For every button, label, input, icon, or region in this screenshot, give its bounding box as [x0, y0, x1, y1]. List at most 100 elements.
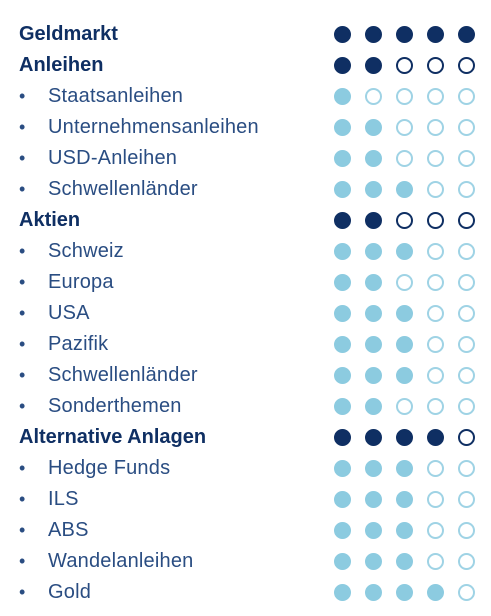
rating-dots	[334, 522, 475, 539]
item-row-pazifik: • Pazifik	[0, 329, 491, 360]
filled-circle-icon	[334, 26, 351, 43]
filled-circle-icon	[365, 212, 382, 229]
item-label: Schwellenländer	[48, 178, 198, 200]
rating-dots	[334, 181, 475, 198]
empty-circle-icon	[427, 336, 444, 353]
category-label: Aktien	[19, 209, 81, 231]
rating-dots	[334, 553, 475, 570]
bullet-icon: •	[19, 582, 26, 602]
filled-circle-icon	[365, 522, 382, 539]
empty-circle-icon	[427, 491, 444, 508]
item-label: USD-Anleihen	[48, 147, 178, 169]
item-row-schwellenlaender: • Schwellenländer	[0, 360, 491, 391]
filled-circle-icon	[396, 584, 413, 601]
rating-dots	[334, 429, 475, 446]
empty-circle-icon	[427, 243, 444, 260]
filled-circle-icon	[396, 429, 413, 446]
filled-circle-icon	[396, 181, 413, 198]
empty-circle-icon	[427, 150, 444, 167]
empty-circle-icon	[396, 150, 413, 167]
filled-circle-icon	[396, 305, 413, 322]
empty-circle-icon	[427, 57, 444, 74]
empty-circle-icon	[427, 460, 444, 477]
item-label: Staatsanleihen	[48, 85, 184, 107]
filled-circle-icon	[365, 181, 382, 198]
bullet-icon: •	[19, 117, 26, 137]
empty-circle-icon	[427, 119, 444, 136]
filled-circle-icon	[427, 429, 444, 446]
item-row-hedge-funds: • Hedge Funds	[0, 453, 491, 484]
filled-circle-icon	[365, 119, 382, 136]
bullet-icon: •	[19, 551, 26, 571]
item-label: Europa	[48, 271, 114, 293]
empty-circle-icon	[458, 522, 475, 539]
rating-dots	[334, 460, 475, 477]
item-label: ABS	[48, 519, 89, 541]
empty-circle-icon	[458, 305, 475, 322]
rating-dots	[334, 119, 475, 136]
filled-circle-icon	[396, 553, 413, 570]
item-row-usa: • USA	[0, 298, 491, 329]
rating-dots	[334, 367, 475, 384]
bullet-icon: •	[19, 489, 26, 509]
filled-circle-icon	[365, 553, 382, 570]
category-label: Alternative Anlagen	[19, 426, 207, 448]
rating-dots	[334, 212, 475, 229]
item-row-gold: • Gold	[0, 577, 491, 608]
filled-circle-icon	[365, 274, 382, 291]
filled-circle-icon	[365, 26, 382, 43]
filled-circle-icon	[365, 491, 382, 508]
item-label: Unternehmensanleihen	[48, 116, 259, 138]
empty-circle-icon	[396, 88, 413, 105]
item-label: Hedge Funds	[48, 457, 171, 479]
empty-circle-icon	[458, 181, 475, 198]
category-label: Geldmarkt	[19, 23, 118, 45]
empty-circle-icon	[458, 367, 475, 384]
filled-circle-icon	[396, 336, 413, 353]
filled-circle-icon	[365, 367, 382, 384]
item-label: Wandelanleihen	[48, 550, 194, 572]
filled-circle-icon	[365, 584, 382, 601]
empty-circle-icon	[396, 57, 413, 74]
filled-circle-icon	[365, 460, 382, 477]
filled-circle-icon	[334, 150, 351, 167]
filled-circle-icon	[365, 150, 382, 167]
empty-circle-icon	[427, 88, 444, 105]
bullet-icon: •	[19, 148, 26, 168]
empty-circle-icon	[458, 460, 475, 477]
empty-circle-icon	[458, 243, 475, 260]
filled-circle-icon	[365, 243, 382, 260]
item-row-staatsanleihen: • Staatsanleihen	[0, 81, 491, 112]
category-row-aktien: Aktien	[0, 205, 491, 236]
filled-circle-icon	[334, 398, 351, 415]
item-label: Sonderthemen	[48, 395, 182, 417]
category-row-anleihen: Anleihen	[0, 50, 491, 81]
empty-circle-icon	[458, 584, 475, 601]
empty-circle-icon	[427, 398, 444, 415]
filled-circle-icon	[334, 553, 351, 570]
item-label: Schwellenländer	[48, 364, 198, 386]
empty-circle-icon	[458, 429, 475, 446]
rating-dots	[334, 26, 475, 43]
filled-circle-icon	[365, 429, 382, 446]
bullet-icon: •	[19, 520, 26, 540]
empty-circle-icon	[427, 274, 444, 291]
item-label: Schweiz	[48, 240, 124, 262]
filled-circle-icon	[396, 460, 413, 477]
filled-circle-icon	[334, 429, 351, 446]
category-row-geldmarkt: Geldmarkt	[0, 19, 491, 50]
empty-circle-icon	[458, 336, 475, 353]
item-label: ILS	[48, 488, 79, 510]
empty-circle-icon	[458, 57, 475, 74]
empty-circle-icon	[427, 305, 444, 322]
item-row-wandelanleihen: • Wandelanleihen	[0, 546, 491, 577]
filled-circle-icon	[365, 336, 382, 353]
rating-dots	[334, 150, 475, 167]
rating-dots	[334, 305, 475, 322]
filled-circle-icon	[427, 26, 444, 43]
category-label: Anleihen	[19, 54, 104, 76]
empty-circle-icon	[396, 212, 413, 229]
item-row-abs: • ABS	[0, 515, 491, 546]
item-row-schweiz: • Schweiz	[0, 236, 491, 267]
